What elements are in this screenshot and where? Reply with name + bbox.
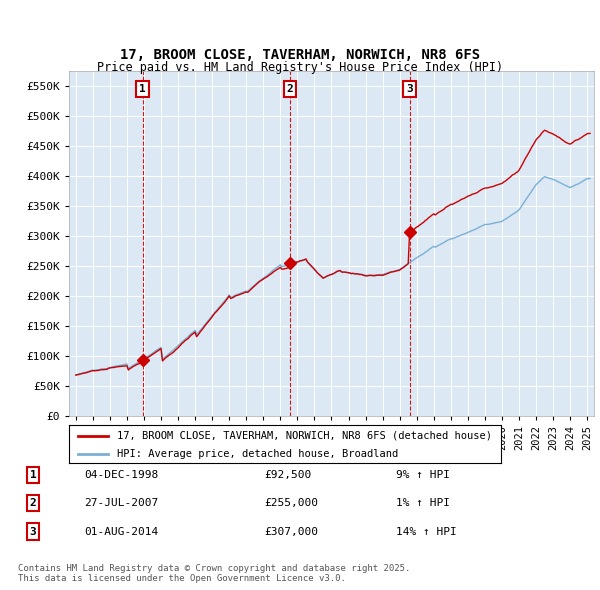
Text: 1: 1 xyxy=(139,84,146,94)
Text: £307,000: £307,000 xyxy=(264,527,318,536)
Text: 14% ↑ HPI: 14% ↑ HPI xyxy=(396,527,457,536)
Text: 3: 3 xyxy=(406,84,413,94)
Text: £255,000: £255,000 xyxy=(264,499,318,508)
Text: 2: 2 xyxy=(287,84,293,94)
Text: 01-AUG-2014: 01-AUG-2014 xyxy=(84,527,158,536)
Text: 1% ↑ HPI: 1% ↑ HPI xyxy=(396,499,450,508)
Text: 17, BROOM CLOSE, TAVERHAM, NORWICH, NR8 6FS (detached house): 17, BROOM CLOSE, TAVERHAM, NORWICH, NR8 … xyxy=(116,431,491,441)
Text: 3: 3 xyxy=(29,527,37,536)
Text: 17, BROOM CLOSE, TAVERHAM, NORWICH, NR8 6FS: 17, BROOM CLOSE, TAVERHAM, NORWICH, NR8 … xyxy=(120,48,480,62)
Text: Price paid vs. HM Land Registry's House Price Index (HPI): Price paid vs. HM Land Registry's House … xyxy=(97,61,503,74)
Text: 9% ↑ HPI: 9% ↑ HPI xyxy=(396,470,450,480)
Text: 2: 2 xyxy=(29,499,37,508)
Text: Contains HM Land Registry data © Crown copyright and database right 2025.
This d: Contains HM Land Registry data © Crown c… xyxy=(18,563,410,583)
Text: 04-DEC-1998: 04-DEC-1998 xyxy=(84,470,158,480)
Text: 1: 1 xyxy=(29,470,37,480)
Text: 27-JUL-2007: 27-JUL-2007 xyxy=(84,499,158,508)
Text: HPI: Average price, detached house, Broadland: HPI: Average price, detached house, Broa… xyxy=(116,448,398,458)
Text: £92,500: £92,500 xyxy=(264,470,311,480)
